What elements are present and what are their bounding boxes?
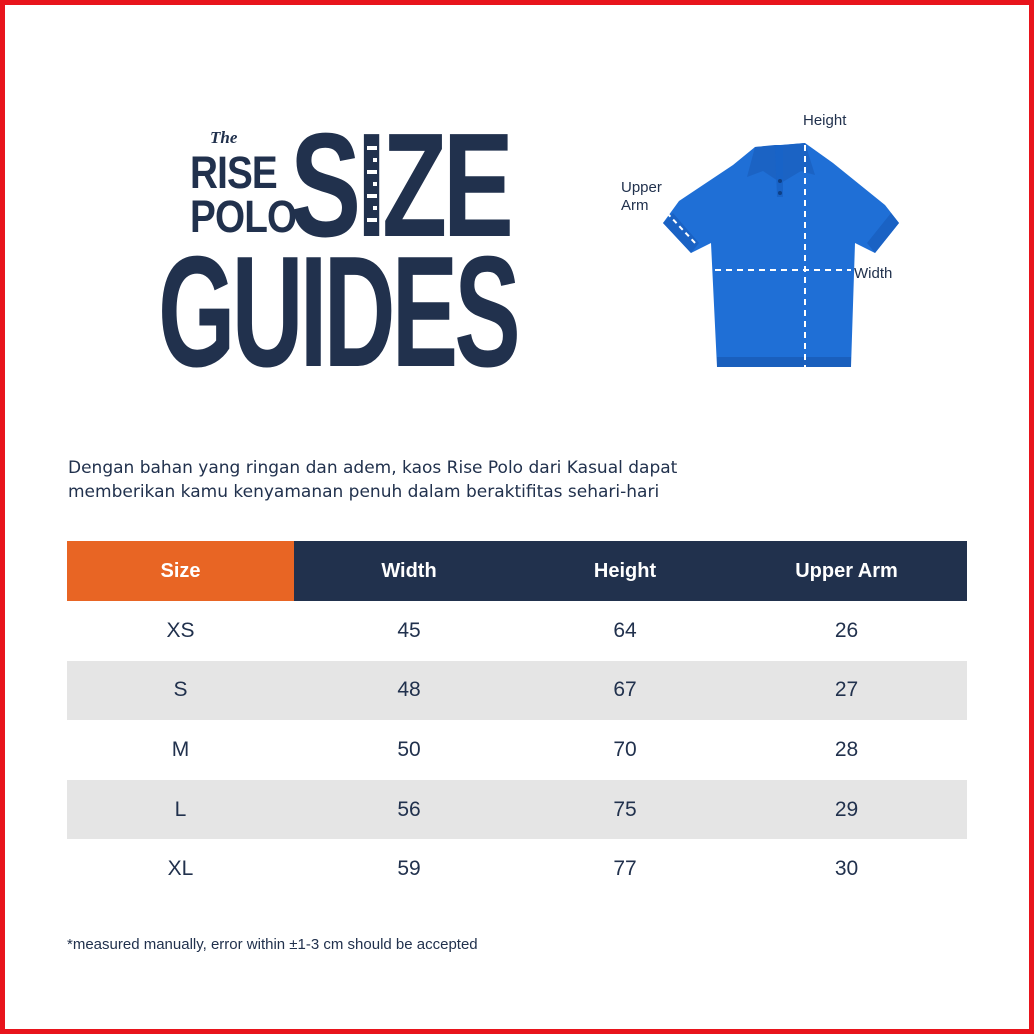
title-size: SIZE — [290, 103, 514, 268]
cell-upper-arm: 27 — [834, 678, 859, 702]
cell-width: 56 — [397, 797, 421, 821]
table-row: XL 59 77 30 — [67, 839, 967, 899]
cell-size: M — [171, 737, 190, 761]
cell-upper-arm: 29 — [834, 797, 859, 821]
description-line2: memberikan kamu kenyamanan penuh dalam b… — [68, 482, 660, 502]
brand-line-rise: RISE — [190, 147, 278, 198]
cell-size: XS — [166, 618, 195, 642]
width-label: Width — [854, 265, 893, 282]
title-the: The — [210, 128, 238, 147]
cell-height: 67 — [613, 678, 637, 702]
cell-width: 45 — [397, 618, 421, 642]
cell-height: 70 — [613, 737, 637, 761]
header-width: Width — [294, 541, 524, 601]
polo-shirt-diagram — [663, 143, 899, 367]
polo-shirt-collar — [747, 145, 781, 183]
upper-arm-label: Upper Arm — [621, 179, 662, 215]
cell-upper-arm: 28 — [834, 737, 859, 761]
cell-height: 77 — [613, 857, 637, 881]
header-size: Size — [67, 541, 294, 601]
brand-line-polo: POLO — [190, 191, 297, 242]
upper-arm-measure-line — [666, 212, 698, 246]
table-row: S 48 67 27 — [67, 660, 967, 721]
polo-shirt-body — [663, 143, 899, 367]
ruler-icon — [367, 146, 377, 222]
cell-width: 59 — [397, 857, 421, 881]
cell-width: 50 — [397, 737, 421, 761]
cell-size: XL — [167, 857, 194, 881]
cell-size: L — [174, 797, 187, 821]
upper-arm-label-line1: Upper — [621, 179, 662, 196]
cell-width: 48 — [397, 678, 421, 702]
measurement-note: *measured manually, error within ±1-3 cm… — [67, 936, 478, 953]
description-line1: Dengan bahan yang ringan dan adem, kaos … — [68, 458, 678, 478]
cell-height: 75 — [613, 797, 637, 821]
title-brand: RISE POLO — [190, 147, 297, 242]
table-row: M 50 70 28 — [67, 720, 967, 780]
cell-size: S — [173, 678, 188, 702]
title-guides: GUIDES — [158, 224, 521, 400]
table-row: L 56 75 29 — [67, 779, 967, 840]
cell-upper-arm: 30 — [834, 857, 859, 881]
description: Dengan bahan yang ringan dan adem, kaos … — [68, 456, 768, 504]
height-label: Height — [803, 112, 847, 129]
table-row: XS 45 64 26 — [67, 601, 967, 661]
upper-arm-label-line2: Arm — [621, 197, 649, 214]
cell-upper-arm: 26 — [834, 618, 859, 642]
header-upper-arm: Upper Arm — [726, 541, 967, 601]
size-table: Size Width Height Upper Arm XS 45 64 26 … — [67, 541, 967, 899]
cell-height: 64 — [613, 618, 637, 642]
table-header: Size Width Height Upper Arm — [67, 541, 967, 601]
header-height: Height — [524, 541, 726, 601]
